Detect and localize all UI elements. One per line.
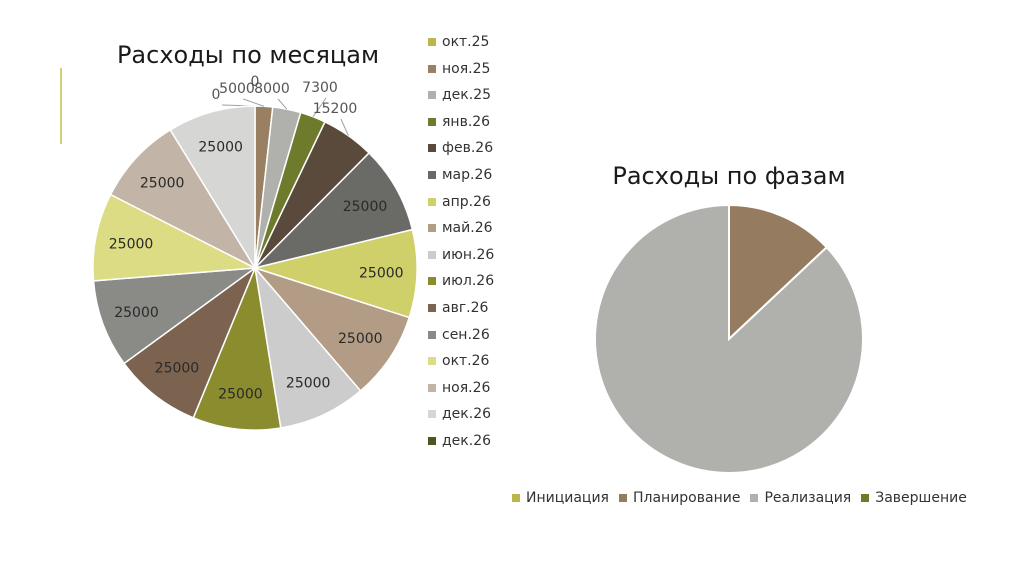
legend-swatch bbox=[618, 494, 627, 502]
legend-label: апр.26 bbox=[442, 193, 491, 210]
leader-line bbox=[242, 98, 265, 107]
month-data-label: 25000 bbox=[109, 236, 154, 252]
phase-slice bbox=[594, 203, 864, 474]
phase-legend-item: Инициация bbox=[512, 490, 609, 506]
legend-swatch bbox=[428, 277, 436, 286]
legend-swatch bbox=[428, 91, 436, 100]
month-legend-item: окт.26 bbox=[428, 353, 489, 369]
legend-label: май.26 bbox=[442, 220, 493, 237]
legend-swatch bbox=[512, 494, 520, 502]
month-data-label: 25000 bbox=[140, 175, 185, 191]
month-slice bbox=[253, 265, 362, 429]
month-legend-item: июл.26 bbox=[428, 273, 494, 289]
month-slice bbox=[252, 266, 411, 392]
legend-label: Инициация bbox=[526, 490, 609, 506]
legend-label: дек.26 bbox=[442, 406, 492, 423]
legend-label: ноя.25 bbox=[442, 60, 491, 77]
legend-swatch bbox=[750, 494, 759, 502]
legend-swatch bbox=[428, 330, 436, 339]
month-data-label: 25000 bbox=[218, 387, 263, 403]
legend-label: авг.26 bbox=[442, 300, 489, 316]
month-legend-item: янв.26 bbox=[428, 114, 490, 130]
phase-legend-item: Реализация bbox=[750, 490, 851, 506]
month-slice bbox=[123, 265, 257, 419]
month-legend-item: ноя.26 bbox=[428, 380, 490, 396]
phase-chart-title: Расходы по фазам bbox=[612, 162, 845, 190]
month-legend-item: фев.26 bbox=[428, 140, 493, 156]
legend-label: окт.26 bbox=[442, 353, 490, 370]
month-slice bbox=[109, 128, 258, 270]
legend-swatch bbox=[428, 224, 436, 233]
legend-swatch bbox=[428, 144, 436, 153]
legend-swatch bbox=[428, 117, 436, 126]
accent-bar bbox=[60, 68, 62, 144]
legend-swatch bbox=[428, 250, 436, 259]
legend-label: янв.26 bbox=[442, 113, 491, 130]
month-data-label: 5000 bbox=[219, 81, 255, 97]
legend-swatch bbox=[428, 304, 436, 312]
legend-swatch bbox=[428, 357, 436, 366]
month-data-label: 7300 bbox=[302, 80, 338, 96]
month-legend-item: дек.26 bbox=[428, 406, 491, 422]
month-slice bbox=[169, 105, 256, 271]
legend-label: Завершение bbox=[875, 490, 967, 506]
month-legend-item: май.26 bbox=[428, 220, 493, 236]
phase-slice bbox=[728, 203, 829, 342]
month-data-label: 8000 bbox=[254, 81, 290, 97]
month-legend-item: авг.26 bbox=[428, 300, 488, 316]
month-data-label: 25000 bbox=[359, 266, 404, 282]
month-data-label: 25000 bbox=[338, 331, 383, 347]
month-chart-title: Расходы по месяцам bbox=[117, 41, 379, 69]
legend-label: Реализация bbox=[764, 490, 852, 506]
legend-label: сен.26 bbox=[442, 326, 490, 343]
legend-swatch bbox=[428, 171, 436, 179]
legend-label: июн.26 bbox=[442, 246, 495, 263]
legend-label: июл.26 bbox=[442, 273, 495, 290]
month-data-label: 25000 bbox=[198, 139, 243, 155]
month-data-label: 25000 bbox=[286, 376, 331, 392]
month-legend-item: дек.26 bbox=[428, 433, 491, 449]
legend-label: Планирование bbox=[632, 490, 741, 506]
legend-label: дек.25 bbox=[442, 87, 492, 104]
phase-legend: Инициация Планирование Реализация Завершени… bbox=[512, 490, 977, 506]
legend-label: мар.26 bbox=[442, 167, 493, 183]
month-data-label: 25000 bbox=[155, 360, 200, 376]
legend-swatch bbox=[428, 197, 436, 206]
month-data-label: 0 bbox=[251, 74, 260, 90]
phase-legend-item: Завершение bbox=[861, 490, 967, 506]
month-slice bbox=[252, 228, 418, 319]
month-legend-item: сен.26 bbox=[428, 327, 490, 343]
legend-swatch bbox=[428, 437, 436, 445]
leader-line bbox=[312, 97, 327, 118]
month-slice bbox=[92, 193, 258, 282]
legend-label: окт.25 bbox=[442, 34, 490, 50]
legend-swatch bbox=[428, 383, 436, 392]
legend-swatch bbox=[428, 64, 436, 73]
month-slice bbox=[92, 267, 258, 365]
month-data-label: 15200 bbox=[313, 101, 358, 117]
legend-label: дек.26 bbox=[442, 433, 492, 449]
month-legend-item: апр.26 bbox=[428, 194, 491, 210]
month-legend-item: июн.26 bbox=[428, 247, 494, 263]
leader-line bbox=[277, 98, 288, 110]
month-data-label: 25000 bbox=[114, 305, 159, 321]
month-legend-item: окт.25 bbox=[428, 34, 489, 50]
month-slice bbox=[252, 151, 414, 270]
leader-line bbox=[340, 118, 349, 136]
phase-legend-item: Планирование bbox=[618, 490, 741, 506]
legend-swatch bbox=[861, 494, 870, 502]
legend-label: фев.26 bbox=[442, 140, 494, 157]
month-legend-item: ноя.25 bbox=[428, 61, 490, 77]
legend-label: ноя.26 bbox=[442, 379, 491, 396]
month-data-label: 0 bbox=[212, 87, 221, 103]
legend-swatch bbox=[428, 38, 436, 46]
legend-swatch bbox=[428, 410, 436, 419]
month-slice bbox=[192, 265, 282, 431]
month-legend-item: дек.25 bbox=[428, 87, 491, 103]
month-legend-item: мар.26 bbox=[428, 167, 492, 183]
month-data-label: 25000 bbox=[343, 199, 388, 215]
